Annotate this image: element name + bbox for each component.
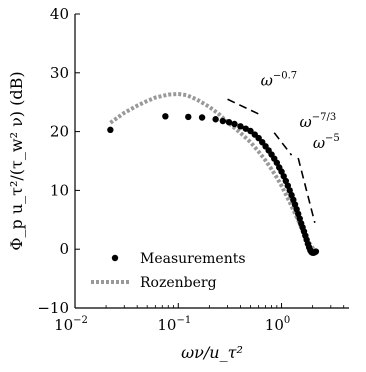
data-point: [255, 134, 262, 142]
data-point: [185, 113, 192, 121]
data-point: [219, 117, 227, 125]
legend-label-rozenberg: Rozenberg: [140, 275, 217, 291]
x-tick-label: 100: [265, 315, 290, 334]
legend-marker-measurements: [111, 254, 119, 262]
annotation-layer: ω−0.7 ω−7/3 ω−5: [227, 70, 340, 223]
x-axis-label: ων/u_τ²: [181, 343, 243, 362]
data-point: [198, 114, 206, 121]
x-tick-label: 10−1: [157, 315, 191, 334]
y-tick-label: 30: [50, 64, 69, 82]
axes: −10 0 10 20 30 40 10−2 10−1 100 ων/u_τ² Φ_p u_τ²/(…: [7, 5, 349, 362]
data-point: [225, 118, 233, 126]
x-tick-label: 10−2: [54, 315, 88, 334]
series-line-rozenberg: [109, 91, 317, 253]
data-point: [237, 123, 244, 130]
y-tick-label: −10: [37, 299, 69, 317]
y-tick-label: 40: [50, 5, 69, 23]
power-law-line: [273, 132, 293, 156]
y-axis-label: Φ_p u_τ²/(τ_w² ν) (dB): [7, 71, 26, 250]
data-point: [273, 159, 281, 166]
data-point: [231, 120, 238, 128]
y-tick-label: 20: [50, 123, 69, 141]
data-point: [212, 116, 219, 123]
power-law-label: ω−5: [313, 133, 340, 152]
legend-label-measurements: Measurements: [140, 251, 246, 267]
series-layer: [107, 91, 320, 256]
power-law-label: ω−0.7: [261, 70, 298, 89]
legend: Measurements Rozenberg: [91, 251, 246, 291]
power-law-line: [227, 98, 259, 115]
power-law-label: ω−7/3: [300, 112, 337, 131]
data-point: [107, 126, 114, 134]
data-point: [247, 127, 254, 135]
power-law-line: [297, 157, 316, 223]
data-point: [312, 248, 320, 255]
y-tick-label: 0: [59, 240, 69, 258]
data-point: [162, 113, 169, 120]
data-point: [242, 125, 249, 132]
y-tick-label: 10: [50, 181, 69, 199]
